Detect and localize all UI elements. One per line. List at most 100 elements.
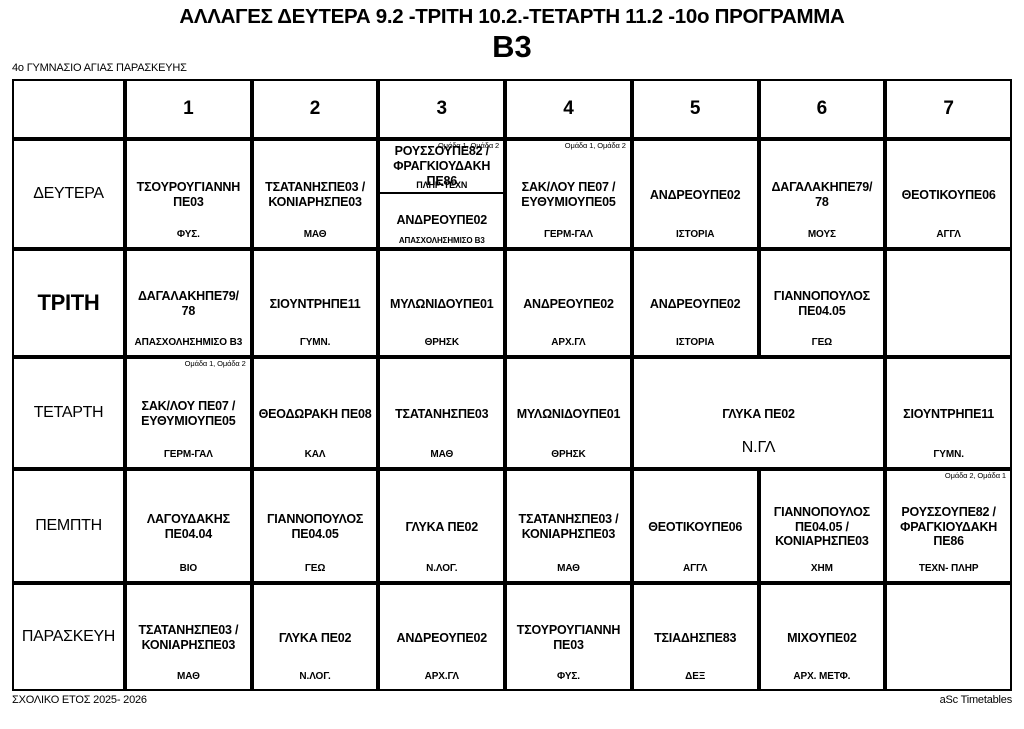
lesson-cell[interactable]: ΓΙΑΝΝΟΠΟΥΛΟΣ ΠΕ04.05 ΓΕΩ — [758, 249, 886, 357]
subject-label: ΑΡΧ.ΓΛ — [551, 337, 586, 348]
split-lesson-part[interactable]: Ομάδα 1, Ομάδα 2 ΡΟΥΣΣΟΥΠΕ82 / ΦΡΑΓΚΙΟΥΔΑ… — [380, 141, 504, 194]
subject-label: ΑΡΧ.ΓΛ — [424, 671, 459, 682]
lesson-cell[interactable]: ΜΙΧΟΥΠΕ02 ΑΡΧ. ΜΕΤΦ. — [758, 583, 886, 691]
subject-label: ΜΑΘ — [430, 449, 454, 460]
lesson-cell[interactable]: ΤΣΙΑΔΗΣΠΕ83 ΔΕΞ — [631, 583, 759, 691]
lesson-cell[interactable]: ΓΛΥΚΑ ΠΕ02 Ν.ΛΟΓ. — [251, 583, 379, 691]
subject-label: ΧΗΜ — [810, 563, 833, 574]
lesson-cell[interactable]: ΓΛΥΚΑ ΠΕ02 Ν.ΓΛ — [631, 357, 886, 469]
teacher-label: ΓΙΑΝΝΟΠΟΥΛΟΣ ΠΕ04.05 — [773, 289, 870, 318]
lesson-cell[interactable]: ΤΣΟΥΡΟΥΓΙΑΝΝΗ ΠΕ03 ΦΥΣ. — [505, 583, 632, 691]
lesson-cell[interactable]: ΘΕΟΤΙΚΟΥΠΕ06 ΑΓΓΛ — [631, 469, 759, 583]
teacher-label: ΜΥΛΩΝΙΔΟΥΠΕ01 — [516, 406, 621, 421]
teacher-label: ΑΝΔΡΕΟΥΠΕ02 — [649, 296, 741, 311]
lesson-cell[interactable]: ΣΙΟΥΝΤΡΗΠΕ11 ΓΥΜΝ. — [885, 357, 1012, 469]
subject-label: ΜΑΘ — [303, 229, 327, 240]
subject-label: ΑΠΑΣΧΟΛΗΣΗΜΙΣΟ Β3 — [398, 236, 485, 245]
lesson-cell[interactable]: ΤΣΑΤΑΝΗΣΠΕ03 / ΚΟΝΙΑΡΗΣΠΕ03 ΜΑΘ — [505, 469, 632, 583]
lesson-cell[interactable]: ΑΝΔΡΕΟΥΠΕ02 ΙΣΤΟΡΙΑ — [631, 139, 759, 249]
lesson-cell[interactable]: ΔΑΓΑΛΑΚΗΠΕ79/ 78 ΜΟΥΣ — [758, 139, 886, 249]
lesson-cell-inner: ΤΣΙΑΔΗΣΠΕ83 ΔΕΞ — [634, 585, 757, 689]
teacher-label: ΣΑΚ/ΛΟΥ ΠΕ07 / ΕΥΘΥΜΙΟΥΠΕ05 — [141, 399, 236, 428]
day-label-4: ΠΑΡΑΣΚΕΥΗ — [12, 583, 126, 691]
subject-label: ΒΙΟ — [179, 563, 198, 574]
lesson-cell-inner: Ομάδα 1, Ομάδα 2 ΣΑΚ/ΛΟΥ ΠΕ07 / ΕΥΘΥΜΙΟΥΠ… — [127, 359, 250, 467]
lesson-cell[interactable]: ΘΕΟΤΙΚΟΥΠΕ06 ΑΓΓΛ — [885, 139, 1012, 249]
lesson-cell[interactable]: ΔΑΓΑΛΑΚΗΠΕ79/ 78 ΑΠΑΣΧΟΛΗΣΗΜΙΣΟ Β3 — [125, 249, 252, 357]
lesson-cell-inner: Ομάδα 1, Ομάδα 2 ΣΑΚ/ΛΟΥ ΠΕ07 / ΕΥΘΥΜΙΟΥΠ… — [507, 141, 630, 247]
teacher-label: ΑΝΔΡΕΟΥΠΕ02 — [523, 296, 614, 311]
lesson-cell-inner: ΜΙΧΟΥΠΕ02 ΑΡΧ. ΜΕΤΦ. — [761, 585, 884, 689]
subject-label: ΜΑΘ — [557, 563, 580, 574]
teacher-label: ΓΛΥΚΑ ΠΕ02 — [405, 519, 479, 534]
lesson-cell[interactable]: ΓΙΑΝΝΟΠΟΥΛΟΣ ΠΕ04.05 / ΚΟΝΙΑΡΗΣΠΕ03 ΧΗΜ — [758, 469, 886, 583]
teacher-label: ΘΕΟΤΙΚΟΥΠΕ06 — [648, 519, 743, 534]
subject-label: ΓΕΩ — [304, 563, 326, 574]
lesson-cell-inner: ΤΣΑΤΑΝΗΣΠΕ03 / ΚΟΝΙΑΡΗΣΠΕ03 ΜΑΘ — [254, 141, 377, 247]
lesson-cell[interactable]: ΑΝΔΡΕΟΥΠΕ02 ΑΡΧ.ΓΛ — [505, 249, 632, 357]
lesson-cell[interactable]: ΣΙΟΥΝΤΡΗΠΕ11 ΓΥΜΝ. — [251, 249, 379, 357]
subject-label: ΦΥΣ. — [176, 229, 200, 240]
lesson-cell[interactable]: Ομάδα 2, Ομάδα 1 ΡΟΥΣΣΟΥΠΕ82 / ΦΡΑΓΚΙΟΥΔΑ… — [885, 469, 1012, 583]
lesson-cell-inner: ΔΑΓΑΛΑΚΗΠΕ79/ 78 ΑΠΑΣΧΟΛΗΣΗΜΙΣΟ Β3 — [127, 251, 250, 355]
lesson-cell-inner: ΑΝΔΡΕΟΥΠΕ02 ΙΣΤΟΡΙΑ — [634, 141, 757, 247]
lesson-cell[interactable]: ΑΝΔΡΕΟΥΠΕ02 ΙΣΤΟΡΙΑ — [631, 249, 759, 357]
lesson-cell-inner: ΓΙΑΝΝΟΠΟΥΛΟΣ ΠΕ04.05 ΓΕΩ — [254, 471, 377, 581]
teacher-label: ΤΣΑΤΑΝΗΣΠΕ03 — [395, 406, 489, 421]
lesson-cell-inner: Ομάδα 2, Ομάδα 1 ΡΟΥΣΣΟΥΠΕ82 / ΦΡΑΓΚΙΟΥΔΑ… — [887, 471, 1010, 581]
split-lesson-part[interactable]: ΑΝΔΡΕΟΥΠΕ02 ΑΠΑΣΧΟΛΗΣΗΜΙΣΟ Β3 — [380, 194, 503, 247]
teacher-label: ΑΝΔΡΕΟΥΠΕ02 — [649, 187, 741, 202]
subject-label: ΑΓΓΛ — [936, 229, 961, 240]
subject-label: ΘΡΗΣΚ — [424, 337, 460, 348]
header-corner-cell — [12, 79, 126, 139]
period-header-7: 7 — [885, 79, 1012, 139]
lesson-cell-inner: ΤΣΑΤΑΝΗΣΠΕ03 / ΚΟΝΙΑΡΗΣΠΕ03 ΜΑΘ — [127, 585, 250, 689]
group-label: Ομάδα 1, Ομάδα 2 — [564, 141, 626, 150]
subject-label: Ν.ΛΟΓ. — [299, 671, 331, 682]
teacher-label: ΓΙΑΝΝΟΠΟΥΛΟΣ ΠΕ04.05 — [266, 512, 364, 541]
lesson-cell[interactable]: ΑΝΔΡΕΟΥΠΕ02 ΑΡΧ.ΓΛ — [378, 583, 506, 691]
lesson-cell-inner: ΑΝΔΡΕΟΥΠΕ02 ΑΡΧ.ΓΛ — [380, 585, 503, 689]
teacher-label: ΜΥΛΩΝΙΔΟΥΠΕ01 — [390, 296, 494, 311]
timetable-row: ΤΡΙΤΗ ΔΑΓΑΛΑΚΗΠΕ79/ 78 ΑΠΑΣΧΟΛΗΣΗΜΙΣΟ Β3 ΣΙ… — [12, 249, 1012, 357]
teacher-label: ΡΟΥΣΣΟΥΠΕ82 / ΦΡΑΓΚΙΟΥΔΑΚΗ ΠΕ86 — [393, 144, 491, 188]
lesson-cell-inner: ΓΛΥΚΑ ΠΕ02 Ν.ΛΟΓ. — [254, 585, 377, 689]
timetable: 1 2 3 4 5 6 7 ΔΕΥΤΕΡΑ ΤΣΟΥΡΟΥΓΙΑΝΝΗ ΠΕ03 ΦΥΣ. ΤΣΑΤ… — [12, 79, 1012, 691]
school-year-label: ΣΧΟΛΙΚΟ ΕΤΟΣ 2025- 2026 — [12, 694, 147, 706]
lesson-cell[interactable]: ΤΣΑΤΑΝΗΣΠΕ03 ΜΑΘ — [378, 357, 506, 469]
lesson-cell[interactable]: ΘΕΟΔΩΡΑΚΗ ΠΕ08 ΚΑΛ — [251, 357, 379, 469]
subject-label: ΓΕΡΜ-ΓΑΛ — [543, 229, 593, 240]
timetable-row: ΠΑΡΑΣΚΕΥΗ ΤΣΑΤΑΝΗΣΠΕ03 / ΚΟΝΙΑΡΗΣΠΕ03 ΜΑΘ Γ… — [12, 583, 1012, 691]
period-header-4: 4 — [505, 79, 632, 139]
lesson-cell-inner: ΣΙΟΥΝΤΡΗΠΕ11 ΓΥΜΝ. — [254, 251, 377, 355]
lesson-cell[interactable]: ΛΑΓΟΥΔΑΚΗΣ ΠΕ04.04 ΒΙΟ — [125, 469, 252, 583]
lesson-cell-inner: ΘΕΟΔΩΡΑΚΗ ΠΕ08 ΚΑΛ — [254, 359, 377, 467]
timetable-container: 1 2 3 4 5 6 7 ΔΕΥΤΕΡΑ ΤΣΟΥΡΟΥΓΙΑΝΝΗ ΠΕ03 ΦΥΣ. ΤΣΑΤ… — [12, 79, 1012, 691]
timetable-row: ΔΕΥΤΕΡΑ ΤΣΟΥΡΟΥΓΙΑΝΝΗ ΠΕ03 ΦΥΣ. ΤΣΑΤΑΝΗΣΠΕ0… — [12, 139, 1012, 249]
lesson-cell[interactable]: Ομάδα 1, Ομάδα 2 ΣΑΚ/ΛΟΥ ΠΕ07 / ΕΥΘΥΜΙΟΥΠ… — [125, 357, 252, 469]
group-label: Ομάδα 2, Ομάδα 1 — [944, 471, 1006, 480]
lesson-cell-inner: ΤΣΟΥΡΟΥΓΙΑΝΝΗ ΠΕ03 ΦΥΣ. — [127, 141, 250, 247]
lesson-cell[interactable]: ΓΛΥΚΑ ΠΕ02 Ν.ΛΟΓ. — [378, 469, 506, 583]
split-lesson-wrapper: Ομάδα 1, Ομάδα 2 ΡΟΥΣΣΟΥΠΕ82 / ΦΡΑΓΚΙΟΥΔΑ… — [380, 141, 504, 247]
lesson-cell-inner: ΑΝΔΡΕΟΥΠΕ02 ΑΡΧ.ΓΛ — [507, 251, 630, 355]
lesson-cell[interactable]: Ομάδα 1, Ομάδα 2 ΡΟΥΣΣΟΥΠΕ82 / ΦΡΑΓΚΙΟΥΔΑ… — [378, 139, 506, 249]
lesson-cell[interactable]: ΤΣΑΤΑΝΗΣΠΕ03 / ΚΟΝΙΑΡΗΣΠΕ03 ΜΑΘ — [251, 139, 379, 249]
period-header-1: 1 — [125, 79, 252, 139]
teacher-label: ΣΙΟΥΝΤΡΗΠΕ11 — [269, 296, 361, 311]
subject-label: ΜΑΘ — [176, 671, 200, 682]
lesson-cell[interactable]: ΜΥΛΩΝΙΔΟΥΠΕ01 ΘΡΗΣΚ — [378, 249, 506, 357]
teacher-label: ΓΛΥΚΑ ΠΕ02 — [278, 630, 352, 645]
day-label-2: ΤΕΤΑΡΤΗ — [12, 357, 126, 469]
subject-label: ΙΣΤΟΡΙΑ — [675, 229, 715, 240]
lesson-cell[interactable]: ΤΣΑΤΑΝΗΣΠΕ03 / ΚΟΝΙΑΡΗΣΠΕ03 ΜΑΘ — [125, 583, 252, 691]
lesson-cell[interactable]: ΓΙΑΝΝΟΠΟΥΛΟΣ ΠΕ04.05 ΓΕΩ — [251, 469, 379, 583]
group-label: Ομάδα 1, Ομάδα 2 — [184, 359, 246, 368]
footer: ΣΧΟΛΙΚΟ ΕΤΟΣ 2025- 2026 aSc Timetables — [12, 694, 1012, 706]
lesson-cell-inner: ΤΣΟΥΡΟΥΓΙΑΝΝΗ ΠΕ03 ΦΥΣ. — [507, 585, 630, 689]
lesson-cell[interactable]: Ομάδα 1, Ομάδα 2 ΣΑΚ/ΛΟΥ ΠΕ07 / ΕΥΘΥΜΙΟΥΠ… — [505, 139, 632, 249]
lesson-cell[interactable]: ΤΣΟΥΡΟΥΓΙΑΝΝΗ ΠΕ03 ΦΥΣ. — [125, 139, 252, 249]
lesson-cell[interactable]: ΜΥΛΩΝΙΔΟΥΠΕ01 ΘΡΗΣΚ — [505, 357, 632, 469]
teacher-label: ΤΣΑΤΑΝΗΣΠΕ03 / ΚΟΝΙΑΡΗΣΠΕ03 — [265, 180, 365, 209]
